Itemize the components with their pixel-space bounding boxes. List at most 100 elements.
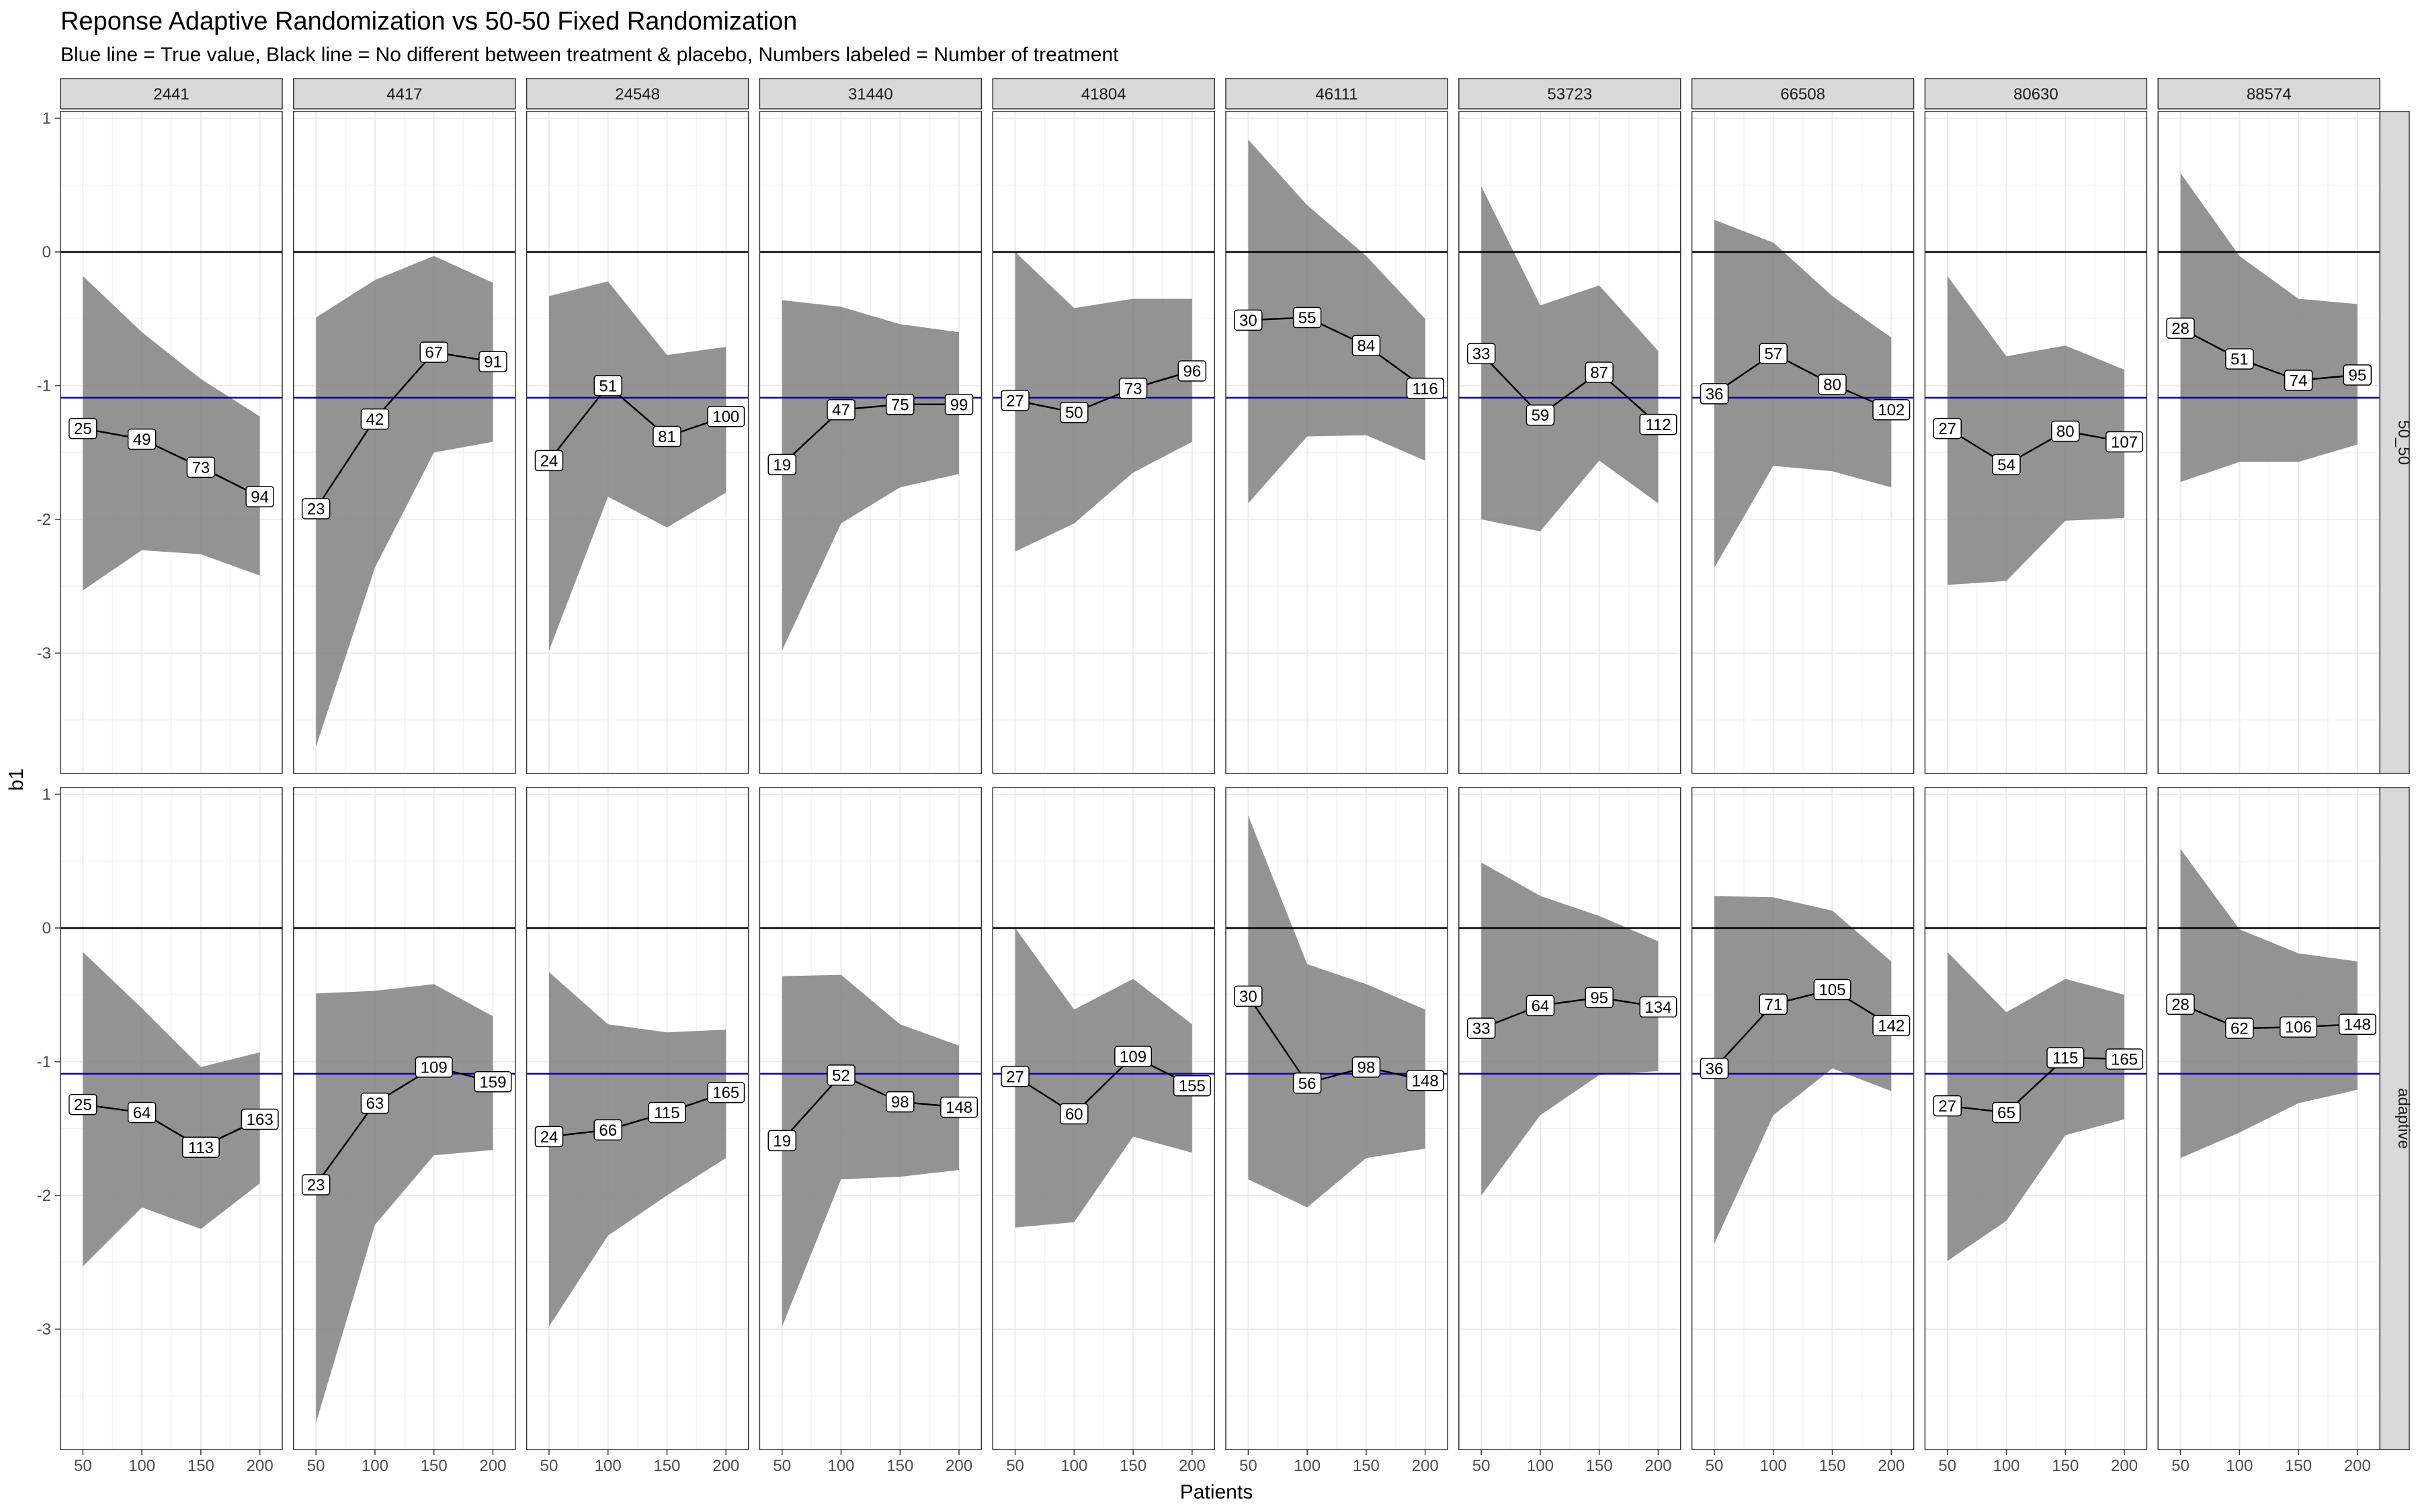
point-label-text: 94 <box>251 489 269 507</box>
point-label-text: 165 <box>712 1084 739 1102</box>
point-label-box <box>415 1056 453 1078</box>
panel-border <box>992 787 1215 1450</box>
x-tick-label: 200 <box>247 1457 274 1475</box>
facet-strip-label: 46111 <box>1315 85 1358 103</box>
point-label-text: 148 <box>2344 1016 2371 1034</box>
point-label-box <box>940 1096 978 1118</box>
point-label-text: 96 <box>1183 363 1201 381</box>
point-label-box <box>127 1101 157 1124</box>
x-tick-label: 100 <box>1060 1457 1087 1475</box>
panel-border <box>1458 111 1681 774</box>
panel-plot-area <box>759 788 982 1450</box>
facet-strip <box>1458 78 1681 110</box>
confidence-ribbon <box>1714 220 1892 568</box>
x-tick-label: 50 <box>540 1457 558 1475</box>
point-label-text: 27 <box>1938 420 1956 438</box>
facet-panel: 33 64 95 134 <box>1458 787 1681 1450</box>
y-tick-label: 1 <box>42 110 51 128</box>
point-label-text: 67 <box>425 344 443 362</box>
point-label: 24 <box>534 450 564 472</box>
facet-strip-label: 31440 <box>848 85 893 103</box>
x-tick-label: 100 <box>128 1457 155 1475</box>
point-label-box <box>360 408 390 430</box>
point-label-text: 30 <box>1239 312 1257 330</box>
point-label: 98 <box>886 1091 915 1113</box>
point-label-text: 73 <box>1124 380 1142 398</box>
panel-border <box>293 787 516 1450</box>
estimate-line <box>781 1074 960 1142</box>
panel-border <box>1691 787 1915 1450</box>
facet-row-strip-label: 50_50 <box>2394 420 2413 465</box>
point-label: 81 <box>653 425 681 448</box>
point-label-box <box>1234 985 1263 1007</box>
point-label: 65 <box>1992 1101 2021 1124</box>
point-label: 51 <box>593 375 622 396</box>
point-label: 60 <box>1060 1103 1089 1125</box>
point-label-text: 115 <box>2052 1049 2078 1067</box>
point-label-box <box>69 417 97 439</box>
point-label-box <box>301 498 331 519</box>
point-label: 95 <box>2343 364 2372 386</box>
point-label-box <box>767 454 797 476</box>
point-label-text: 134 <box>1644 999 1671 1017</box>
point-label: 19 <box>767 1130 797 1152</box>
confidence-ribbon <box>83 952 260 1267</box>
point-label: 54 <box>1992 454 2021 476</box>
point-label-text: 36 <box>1706 385 1724 403</box>
x-tick-label: 150 <box>1586 1457 1613 1475</box>
point-label-box <box>648 1101 686 1124</box>
panel-border <box>526 111 749 774</box>
point-label-box <box>886 394 915 415</box>
y-tick-label: -3 <box>37 1320 51 1339</box>
point-label-box <box>1177 360 1207 382</box>
point-label: 33 <box>1466 1017 1496 1039</box>
point-label-box <box>181 1136 220 1159</box>
panel-border <box>1225 787 1448 1450</box>
point-label: 159 <box>474 1071 512 1093</box>
point-label-text: 57 <box>1764 345 1782 364</box>
facet-strip <box>2157 78 2380 110</box>
point-label-box <box>1351 335 1381 356</box>
y-tick-label: -2 <box>37 511 51 529</box>
point-label: 94 <box>245 486 274 507</box>
facet-strip <box>1924 78 2148 110</box>
point-label-text: 19 <box>773 456 791 474</box>
point-label: 27 <box>1001 390 1030 411</box>
panel-border <box>60 111 283 774</box>
point-label-box <box>1700 383 1729 405</box>
x-tick-label: 100 <box>1527 1457 1554 1475</box>
point-label-text: 56 <box>1298 1075 1317 1093</box>
panel-border <box>1691 111 1915 774</box>
point-label-text: 50 <box>1065 404 1083 422</box>
point-label-box <box>419 341 448 363</box>
panel-border <box>60 787 283 1450</box>
point-label: 57 <box>1759 343 1788 364</box>
point-label-box <box>1351 1056 1381 1078</box>
facet-panel: 27 65 115 165 <box>1924 787 2148 1450</box>
facet-panel: 36 71 105 142 <box>1691 787 1915 1450</box>
point-label-text: 27 <box>1006 392 1024 410</box>
facet-row-strip-label: adaptive <box>2394 1088 2413 1149</box>
estimate-line <box>548 1091 726 1138</box>
x-tick-label: 100 <box>1993 1457 2019 1475</box>
facet-panel: 24 66 115 165 <box>526 787 749 1450</box>
point-label-box <box>1700 1058 1729 1079</box>
chart-title: Reponse Adaptive Randomization vs 50-50 … <box>60 7 797 36</box>
facet-panel: 23 63 109 159 <box>293 787 516 1450</box>
point-label: 55 <box>1292 306 1322 329</box>
point-label-text: 100 <box>712 408 739 426</box>
point-label-text: 148 <box>1412 1072 1439 1090</box>
point-label-text: 81 <box>658 428 676 446</box>
point-label: 115 <box>2046 1047 2085 1068</box>
point-label: 73 <box>186 456 216 478</box>
point-label-text: 24 <box>540 1128 558 1146</box>
y-tick-label: 1 <box>42 786 51 804</box>
point-label-text: 74 <box>2290 372 2308 390</box>
point-label-box <box>301 1174 331 1195</box>
facet-strip-label: 2441 <box>153 85 189 103</box>
chart-subtitle: Blue line = True value, Black line = No … <box>60 44 1119 66</box>
panel-border <box>2157 111 2380 774</box>
point-label-box <box>827 1064 856 1086</box>
point-label-box <box>1639 413 1677 435</box>
point-label-box <box>1639 996 1677 1018</box>
